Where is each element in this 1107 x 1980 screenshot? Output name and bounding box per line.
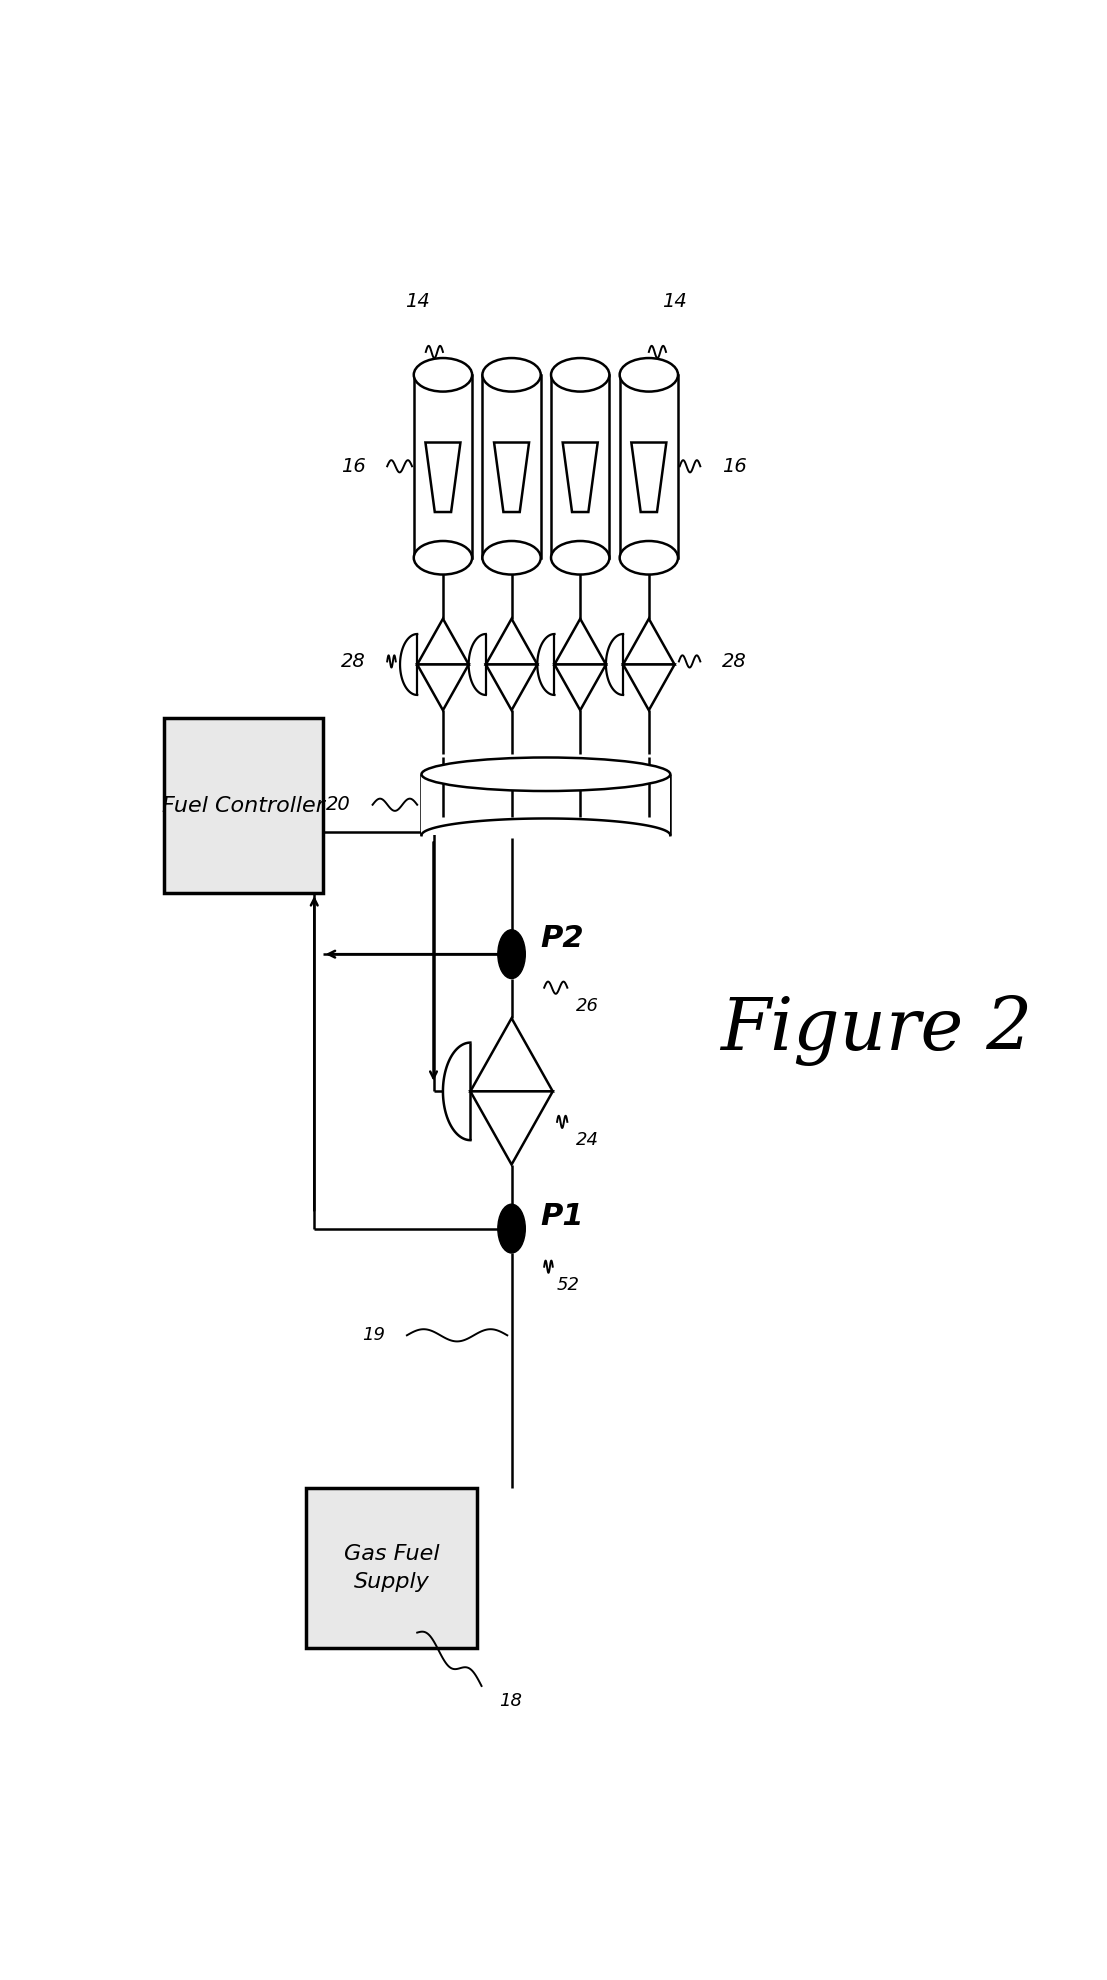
Text: 16: 16	[722, 457, 746, 475]
Text: 19: 19	[362, 1327, 385, 1344]
Text: 20: 20	[327, 796, 351, 814]
Polygon shape	[555, 618, 606, 665]
Text: 24: 24	[576, 1131, 599, 1148]
Text: Figure 2: Figure 2	[720, 994, 1033, 1065]
Ellipse shape	[483, 358, 540, 392]
Text: P1: P1	[540, 1202, 583, 1232]
Bar	[414, 374, 472, 558]
Ellipse shape	[551, 358, 609, 392]
Text: 14: 14	[405, 291, 430, 311]
Polygon shape	[555, 665, 606, 711]
Polygon shape	[486, 618, 537, 665]
Bar	[483, 374, 540, 558]
Text: Fuel Controller: Fuel Controller	[162, 796, 325, 816]
Bar	[306, 1487, 477, 1647]
Ellipse shape	[551, 541, 609, 574]
Polygon shape	[623, 665, 674, 711]
Circle shape	[498, 1204, 526, 1253]
Bar	[551, 374, 609, 558]
Text: 14: 14	[662, 291, 687, 311]
Polygon shape	[494, 442, 529, 513]
Ellipse shape	[422, 758, 670, 792]
Ellipse shape	[620, 358, 677, 392]
Text: 16: 16	[341, 457, 365, 475]
Ellipse shape	[414, 541, 472, 574]
Text: Gas Fuel
Supply: Gas Fuel Supply	[343, 1544, 439, 1592]
Bar	[620, 374, 677, 558]
Polygon shape	[470, 1018, 552, 1091]
Polygon shape	[562, 442, 598, 513]
Polygon shape	[486, 665, 537, 711]
Text: 28: 28	[722, 651, 746, 671]
Polygon shape	[417, 665, 468, 711]
Polygon shape	[631, 442, 666, 513]
Ellipse shape	[483, 541, 540, 574]
Text: P2: P2	[540, 925, 583, 954]
Polygon shape	[470, 1091, 552, 1164]
Text: 18: 18	[498, 1693, 521, 1711]
Bar	[422, 774, 670, 836]
Text: 52: 52	[557, 1275, 580, 1295]
Polygon shape	[417, 618, 468, 665]
Text: 26: 26	[576, 998, 599, 1016]
Bar	[164, 719, 323, 893]
Polygon shape	[425, 442, 461, 513]
Polygon shape	[623, 618, 674, 665]
Ellipse shape	[414, 358, 472, 392]
Circle shape	[498, 931, 526, 978]
Text: 28: 28	[341, 651, 365, 671]
Ellipse shape	[620, 541, 677, 574]
